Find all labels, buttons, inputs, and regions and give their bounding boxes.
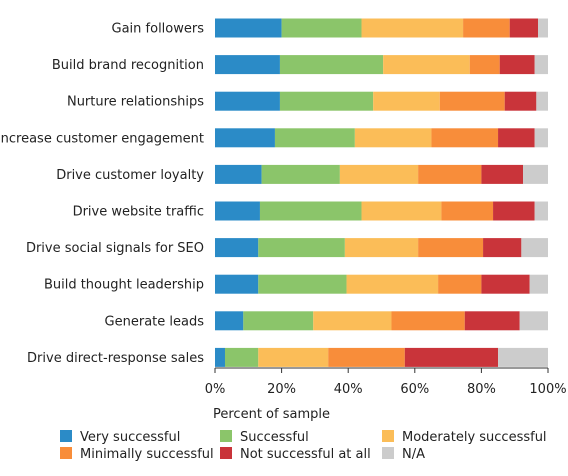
legend-label-not-successful-at-all: Not successful at all	[240, 447, 371, 462]
bar-gain-followers-successful	[281, 18, 362, 38]
bar-build-brand-recognition-minimally-successful	[469, 55, 500, 75]
legend-label-successful: Successful	[240, 430, 309, 445]
category-label-drive-direct-response-sales: Drive direct-response sales	[27, 351, 204, 366]
bar-nurture-relationships-very-successful	[215, 91, 280, 111]
bar-drive-direct-response-sales-moderately-successful	[258, 347, 329, 367]
bar-drive-social-signals-for-seo-very-successful	[215, 238, 259, 258]
legend-swatch-successful	[220, 430, 232, 442]
bar-nurture-relationships-n-a	[536, 91, 548, 111]
bar-drive-social-signals-for-seo-not-successful-at-all	[483, 238, 522, 258]
category-label-generate-leads: Generate leads	[105, 314, 205, 329]
bar-increase-customer-engagement-n-a	[534, 128, 548, 148]
x-axis: 0% 20% 40% 60% 80% 100%	[205, 367, 567, 397]
bar-generate-leads-very-successful	[215, 311, 244, 331]
bar-gain-followers-very-successful	[215, 18, 282, 38]
bar-build-brand-recognition-n-a	[534, 55, 548, 75]
bar-increase-customer-engagement-successful	[274, 128, 355, 148]
x-tick-label: 80%	[467, 382, 496, 397]
bar-generate-leads-minimally-successful	[391, 311, 465, 331]
category-label-nurture-relationships: Nurture relationships	[67, 95, 204, 110]
bar-build-brand-recognition-very-successful	[215, 55, 280, 75]
bar-drive-social-signals-for-seo-minimally-successful	[418, 238, 484, 258]
bar-drive-direct-response-sales-successful	[224, 347, 259, 367]
bar-gain-followers-n-a	[538, 18, 548, 38]
bar-drive-customer-loyalty-very-successful	[215, 164, 262, 184]
x-tick-label: 100%	[529, 382, 566, 397]
bar-drive-customer-loyalty-n-a	[523, 164, 548, 184]
legend-swatch-very-successful	[60, 430, 72, 442]
x-tick-label: 60%	[400, 382, 429, 397]
bar-build-brand-recognition-not-successful-at-all	[499, 55, 535, 75]
bar-build-thought-leadership-minimally-successful	[438, 274, 482, 294]
category-label-build-thought-leadership: Build thought leadership	[44, 278, 204, 293]
category-label-build-brand-recognition: Build brand recognition	[52, 58, 204, 73]
bar-drive-direct-response-sales-very-successful	[215, 347, 225, 367]
x-tick-label: 20%	[267, 382, 296, 397]
bar-gain-followers-minimally-successful	[463, 18, 510, 38]
legend-label-moderately-successful: Moderately successful	[402, 430, 547, 445]
bar-drive-social-signals-for-seo-successful	[258, 238, 345, 258]
bar-nurture-relationships-minimally-successful	[439, 91, 505, 111]
legend-label-n-a: N/A	[402, 447, 425, 462]
bar-generate-leads-successful	[243, 311, 314, 331]
bar-drive-customer-loyalty-successful	[261, 164, 340, 184]
category-label-drive-customer-loyalty: Drive customer loyalty	[56, 168, 204, 183]
bar-drive-website-traffic-moderately-successful	[361, 201, 442, 221]
bar-generate-leads-moderately-successful	[313, 311, 392, 331]
bar-drive-customer-loyalty-moderately-successful	[339, 164, 419, 184]
bars-group	[215, 18, 548, 367]
bar-drive-direct-response-sales-n-a	[498, 347, 548, 367]
bar-build-thought-leadership-successful	[258, 274, 347, 294]
legend-swatch-not-successful-at-all	[220, 447, 232, 459]
bar-increase-customer-engagement-not-successful-at-all	[498, 128, 535, 148]
bar-generate-leads-n-a	[519, 311, 548, 331]
bar-drive-website-traffic-not-successful-at-all	[493, 201, 535, 221]
bar-drive-website-traffic-very-successful	[215, 201, 260, 221]
bar-drive-website-traffic-minimally-successful	[441, 201, 494, 221]
legend-label-minimally-successful: Minimally successful	[80, 447, 214, 462]
category-label-increase-customer-engagement: Increase customer engagement	[0, 131, 204, 146]
bar-nurture-relationships-successful	[279, 91, 374, 111]
bar-increase-customer-engagement-minimally-successful	[431, 128, 499, 148]
legend-label-very-successful: Very successful	[80, 430, 180, 445]
legend-swatch-moderately-successful	[382, 430, 394, 442]
bar-gain-followers-moderately-successful	[361, 18, 464, 38]
category-label-drive-website-traffic: Drive website traffic	[73, 205, 204, 220]
category-label-drive-social-signals-for-seo: Drive social signals for SEO	[26, 241, 204, 256]
bar-build-brand-recognition-successful	[279, 55, 384, 75]
legend: Very successful Successful Moderately succ…	[60, 430, 547, 462]
bar-build-thought-leadership-n-a	[529, 274, 548, 294]
bar-build-thought-leadership-very-successful	[215, 274, 259, 294]
bar-drive-website-traffic-successful	[259, 201, 362, 221]
legend-swatch-n-a	[382, 447, 394, 459]
bar-drive-website-traffic-n-a	[534, 201, 548, 221]
x-tick-label: 40%	[334, 382, 363, 397]
bar-drive-customer-loyalty-minimally-successful	[418, 164, 482, 184]
bar-drive-social-signals-for-seo-n-a	[521, 238, 548, 258]
bar-increase-customer-engagement-very-successful	[215, 128, 275, 148]
bar-generate-leads-not-successful-at-all	[464, 311, 520, 331]
bar-gain-followers-not-successful-at-all	[509, 18, 539, 38]
legend-swatch-minimally-successful	[60, 447, 72, 459]
category-label-gain-followers: Gain followers	[112, 22, 205, 37]
x-axis-title: Percent of sample	[213, 407, 330, 422]
bar-drive-social-signals-for-seo-moderately-successful	[344, 238, 419, 258]
bar-drive-direct-response-sales-not-successful-at-all	[404, 347, 499, 367]
bar-build-thought-leadership-not-successful-at-all	[481, 274, 530, 294]
bar-increase-customer-engagement-moderately-successful	[354, 128, 432, 148]
bar-build-thought-leadership-moderately-successful	[346, 274, 439, 294]
bar-nurture-relationships-not-successful-at-all	[504, 91, 537, 111]
bar-drive-customer-loyalty-not-successful-at-all	[481, 164, 524, 184]
bar-nurture-relationships-moderately-successful	[373, 91, 440, 111]
bar-build-brand-recognition-moderately-successful	[383, 55, 470, 75]
category-labels: Gain followers Build brand recognition Nur…	[0, 22, 204, 366]
bar-drive-direct-response-sales-minimally-successful	[328, 347, 405, 367]
x-tick-label: 0%	[205, 382, 226, 397]
